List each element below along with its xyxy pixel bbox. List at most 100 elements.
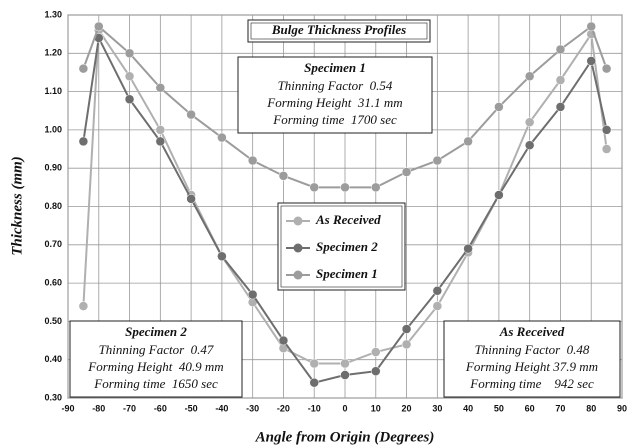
data-point <box>432 301 443 311</box>
data-point <box>463 243 473 254</box>
annotation-heading: As Received <box>499 324 565 339</box>
y-tick-label: 0.80 <box>44 201 62 211</box>
annotation-heading: Specimen 1 <box>304 60 366 75</box>
data-point <box>463 136 473 147</box>
x-tick-label: -40 <box>215 403 228 413</box>
annotation-line: Thinning Factor 0.47 <box>99 342 214 357</box>
data-point <box>586 21 596 32</box>
data-point <box>217 251 227 262</box>
annotation-line: Forming Height 40.9 mm <box>87 359 223 374</box>
legend-marker <box>293 270 303 280</box>
data-point <box>340 370 350 380</box>
data-point <box>555 102 566 112</box>
data-point <box>124 48 135 59</box>
annotation-box <box>237 56 433 134</box>
x-tick-label: 30 <box>432 403 442 413</box>
x-tick-label: -70 <box>123 403 136 413</box>
x-axis-label: Angle from Origin (Degrees) <box>255 429 435 445</box>
data-point <box>524 117 535 127</box>
data-point <box>494 190 504 200</box>
legend-marker <box>293 243 303 253</box>
data-point <box>247 155 258 166</box>
x-tick-label: -60 <box>154 403 167 413</box>
title-box <box>247 19 431 43</box>
x-tick-label: 90 <box>617 403 627 413</box>
annotation-line: Thinning Factor 0.54 <box>278 78 393 93</box>
annotation-heading: Specimen 2 <box>125 324 187 339</box>
y-tick-label: 0.50 <box>44 316 62 326</box>
data-point <box>340 358 350 369</box>
y-tick-label: 1.20 <box>44 48 62 58</box>
annotation-line: Forming Height 31.1 mm <box>266 95 402 110</box>
data-point <box>217 132 227 143</box>
data-point <box>155 136 166 147</box>
y-tick-label: 0.30 <box>44 392 62 402</box>
y-tick-label: 0.40 <box>44 354 62 364</box>
data-point <box>401 339 412 350</box>
data-point <box>78 301 89 311</box>
chart-title: Bulge Thickness Profiles <box>271 22 406 37</box>
data-point <box>78 63 89 74</box>
data-point <box>432 155 443 166</box>
y-tick-label: 1.30 <box>44 9 62 19</box>
legend-box-inner <box>280 205 403 288</box>
x-tick-label: 50 <box>494 403 504 413</box>
data-point <box>124 94 135 105</box>
x-tick-label: -80 <box>92 403 105 413</box>
data-point <box>432 286 443 296</box>
x-tick-label: -50 <box>185 403 198 413</box>
data-point <box>371 182 381 193</box>
data-point <box>524 71 535 82</box>
y-tick-label: 1.00 <box>44 124 62 134</box>
legend-label: Specimen 1 <box>316 266 378 281</box>
data-point <box>524 140 535 150</box>
y-tick-label: 1.10 <box>44 86 62 96</box>
data-point <box>340 182 350 193</box>
data-point <box>278 171 289 181</box>
x-tick-label: 0 <box>342 403 347 413</box>
y-tick-label: 0.70 <box>44 239 62 249</box>
annotation-line: Thinning Factor 0.48 <box>475 342 590 357</box>
x-tick-label: -10 <box>308 403 321 413</box>
annotation-line: Forming Height 37.9 mm <box>465 359 598 374</box>
annotation-line: Forming time 942 sec <box>469 376 594 391</box>
y-tick-label: 0.90 <box>44 163 62 173</box>
x-tick-label: 60 <box>525 403 535 413</box>
data-point <box>309 358 319 369</box>
legend-marker <box>293 216 303 226</box>
annotation-box <box>443 320 621 398</box>
data-point <box>401 324 412 334</box>
data-point <box>278 335 289 346</box>
data-point <box>371 347 381 357</box>
data-point <box>494 102 504 112</box>
data-point <box>401 167 412 177</box>
legend-label: As Received <box>315 212 381 227</box>
data-point <box>94 21 104 32</box>
data-point <box>186 109 196 120</box>
legend-label: Specimen 2 <box>316 239 378 254</box>
data-point <box>309 377 319 388</box>
data-point <box>555 44 566 55</box>
x-tick-label: 80 <box>586 403 596 413</box>
data-point <box>601 125 612 135</box>
data-point <box>601 144 612 154</box>
x-tick-label: -90 <box>61 403 74 413</box>
data-point <box>309 182 319 193</box>
data-point <box>78 136 89 147</box>
data-point <box>586 56 596 66</box>
data-point <box>155 83 166 93</box>
data-point <box>155 125 166 135</box>
x-tick-label: -20 <box>277 403 290 413</box>
x-tick-label: 10 <box>371 403 381 413</box>
data-point <box>371 366 381 376</box>
x-tick-label: 20 <box>402 403 412 413</box>
title-box-inner <box>250 22 428 40</box>
data-point <box>555 75 566 85</box>
y-axis-label: Thickness (mm) <box>9 156 25 256</box>
x-tick-label: 70 <box>555 403 565 413</box>
annotation-box <box>69 320 243 398</box>
data-point <box>124 71 135 82</box>
y-tick-label: 0.60 <box>44 277 62 287</box>
x-tick-label: 40 <box>463 403 473 413</box>
